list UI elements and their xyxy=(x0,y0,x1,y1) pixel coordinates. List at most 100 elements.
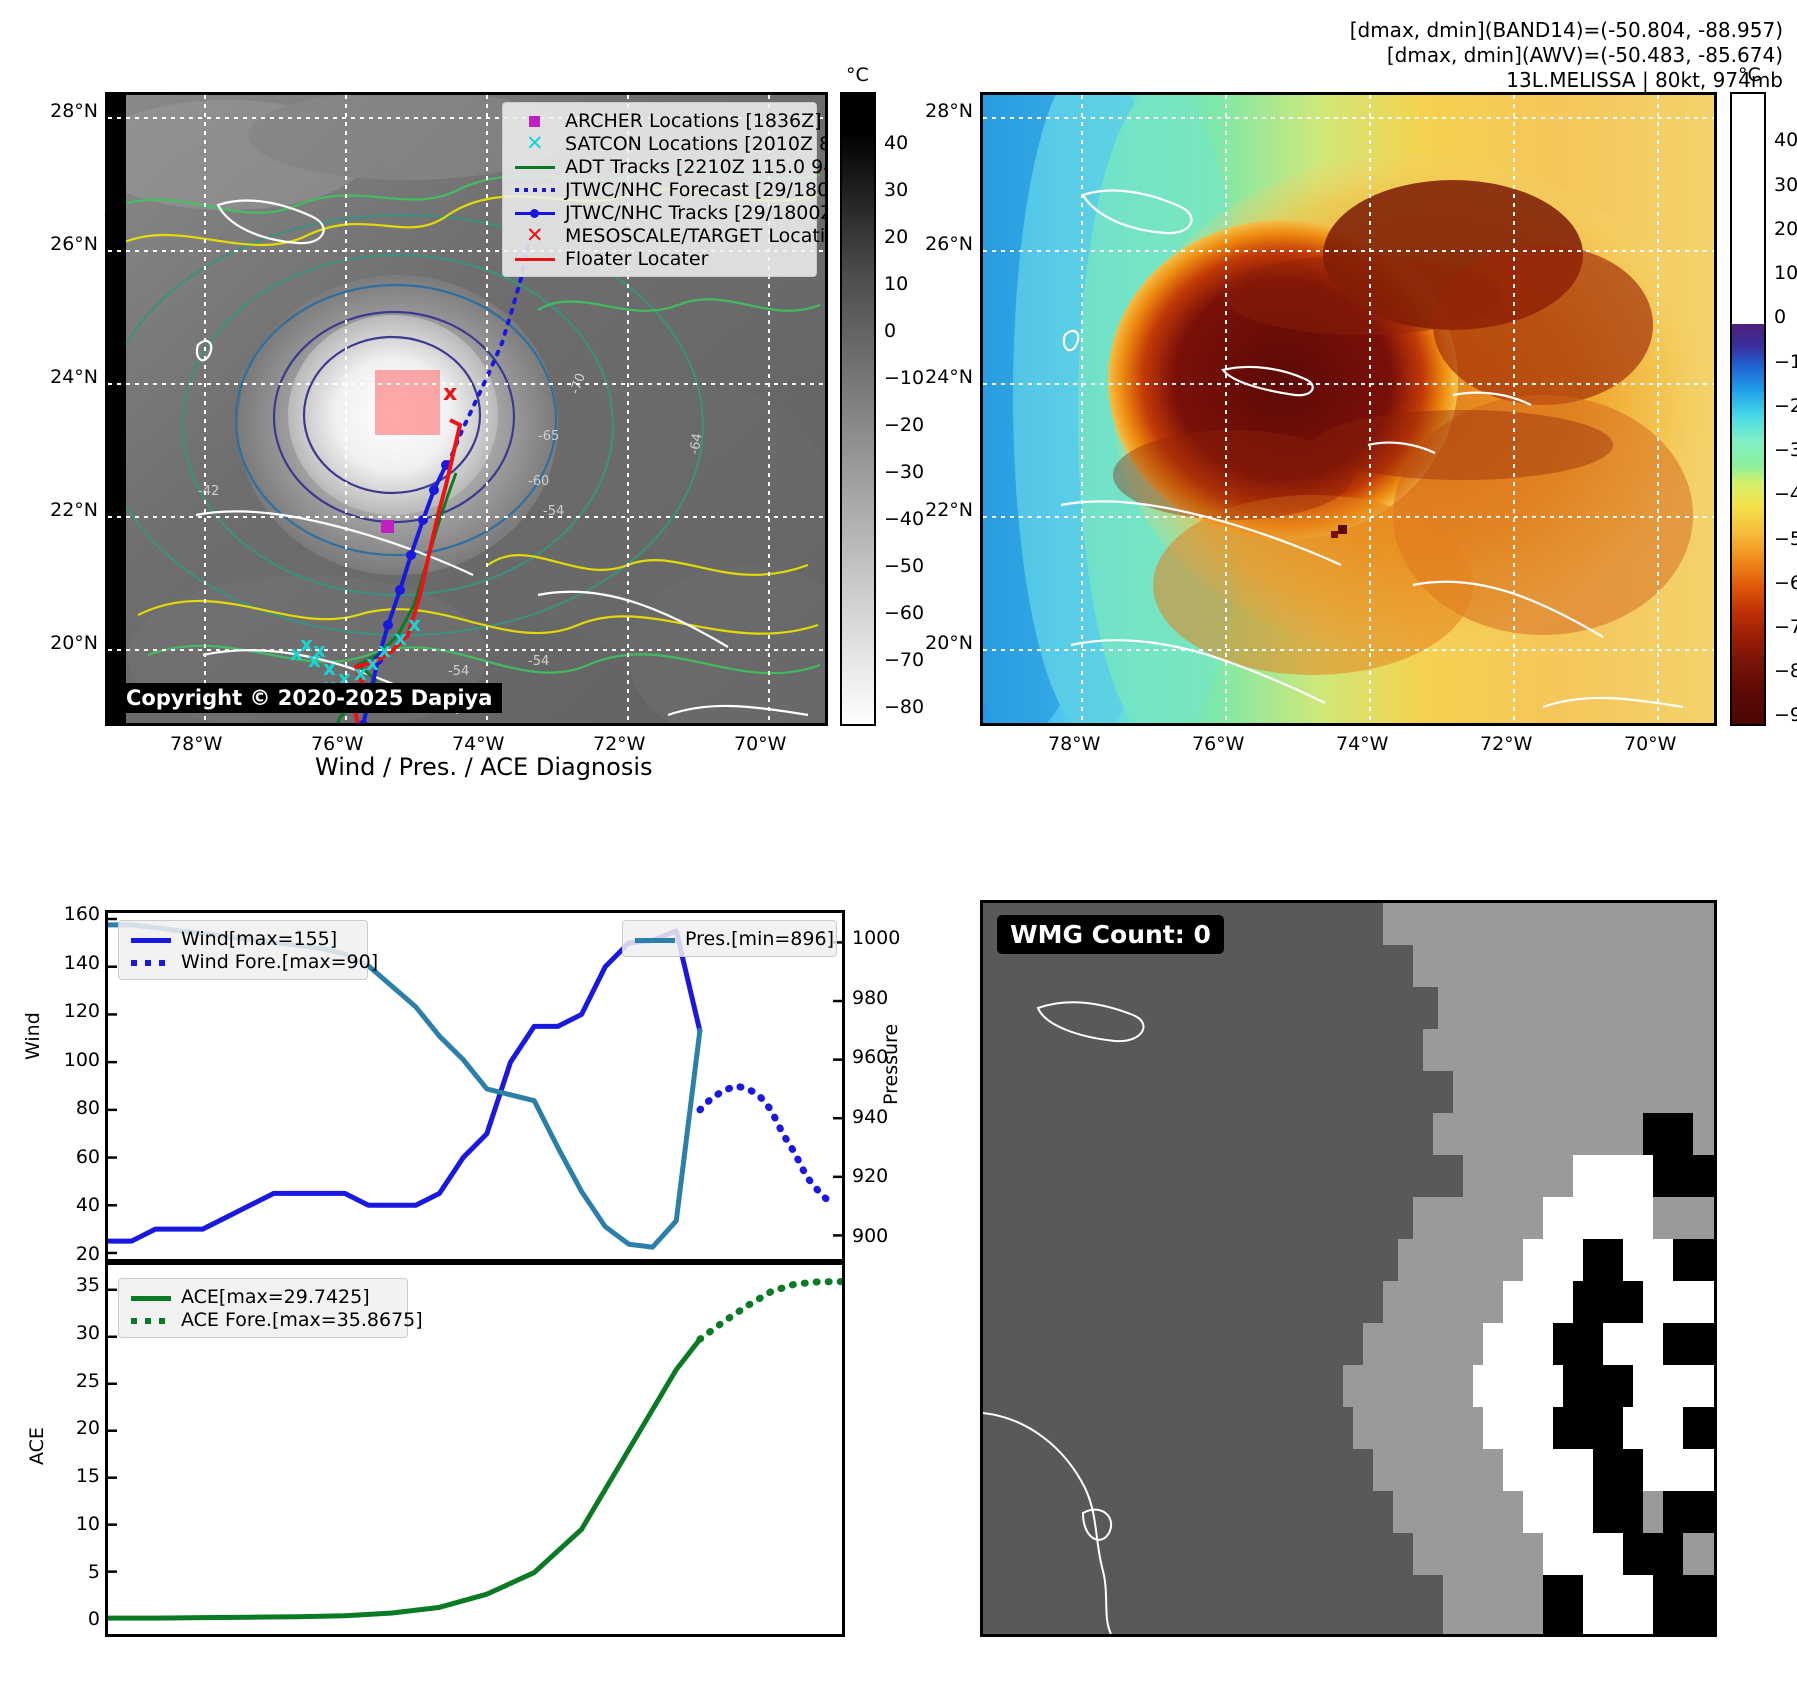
ir-ytick-20n: 20°N xyxy=(50,632,98,654)
legend-label: Wind[max=155] xyxy=(181,927,338,950)
colorbar-tick: −10 xyxy=(884,367,925,390)
gridline-20n xyxy=(108,649,825,651)
axis-tick-label: 160 xyxy=(63,903,100,925)
gridline-78w xyxy=(204,95,206,723)
ir-xtick-72w: 72°W xyxy=(593,733,646,755)
dmax-dmin-awv: [dmax, dmin](AWV)=(-50.483, -85.674) xyxy=(1386,43,1783,67)
legend-item-adt-tracks[interactable]: ADT Tracks [2210Z 115.0 941.5] xyxy=(513,155,825,178)
gridline-24n xyxy=(983,383,1714,385)
gridline-72w xyxy=(1513,95,1515,723)
line-dot-marker-icon xyxy=(513,203,557,223)
gridline-24n xyxy=(108,383,825,385)
svg-text:-60: -60 xyxy=(528,474,549,489)
axis-tick-label: 0 xyxy=(87,1608,100,1631)
ir-panel-legend: ARCHER Locations [1836Z] ✕ SATCON Locati… xyxy=(502,102,825,277)
svg-text:-42: -42 xyxy=(198,484,219,499)
colorbar-tick: −30 xyxy=(1774,439,1797,462)
colorbar-tick: 10 xyxy=(1774,262,1797,285)
colorbar-tick: 30 xyxy=(1774,173,1797,196)
legend-item-floater-locater[interactable]: Floater Locater xyxy=(513,247,806,270)
line-marker-icon xyxy=(129,1287,173,1307)
axis-tick-label: 5 xyxy=(87,1560,100,1583)
gridline-26n xyxy=(108,250,825,252)
legend-item-ace[interactable]: ACE[max=29.7425] xyxy=(129,1285,397,1308)
ir-colorbar xyxy=(840,92,876,726)
colorbar-tick: −40 xyxy=(884,508,925,531)
svg-text:x: x xyxy=(443,381,457,406)
colorbar-tick: −50 xyxy=(884,555,925,578)
colorbar-tick: 30 xyxy=(884,179,909,201)
x-marker-icon: ✕ xyxy=(526,222,544,247)
colorbar-tick: −70 xyxy=(1774,616,1797,639)
colorbar-tick: 40 xyxy=(884,131,909,154)
wind-chart-legend-right: Pres.[min=896] xyxy=(622,920,837,957)
legend-item-mesoscale-target[interactable]: ✕ MESOSCALE/TARGET Location xyxy=(513,222,825,247)
archer-location-marker xyxy=(381,520,394,533)
legend-item-satcon[interactable]: ✕ SATCON Locations [2010Z 87 954] xyxy=(513,130,825,155)
legend-item-ace-forecast[interactable]: ACE Fore.[max=35.8675] xyxy=(129,1308,423,1331)
wmg-count-badge: WMG Count: 0 xyxy=(997,915,1224,954)
axis-tick-label: 80 xyxy=(75,1097,100,1120)
square-marker-icon xyxy=(513,111,557,131)
colorbar-tick: −40 xyxy=(1774,483,1797,506)
gridline-76w xyxy=(1225,95,1227,723)
colorbar-tick: 0 xyxy=(884,320,897,343)
ir-ytick-22n: 22°N xyxy=(50,499,98,521)
legend-label: ACE Fore.[max=35.8675] xyxy=(181,1308,423,1331)
awv-ytick-28n: 28°N xyxy=(925,100,973,122)
line-marker-icon xyxy=(513,249,557,269)
svg-text:x: x xyxy=(408,612,421,636)
legend-label: JTWC/NHC Tracks [29/1800Z] xyxy=(565,201,828,224)
x-marker-icon: ✕ xyxy=(526,130,544,155)
wmg-panel[interactable]: WMG Count: 0 xyxy=(980,900,1717,1637)
awv-xtick-76w: 76°W xyxy=(1192,733,1245,755)
legend-item-jtwc-tracks[interactable]: JTWC/NHC Tracks [29/1800Z] xyxy=(513,201,825,224)
svg-text:x: x xyxy=(366,651,379,675)
legend-item-wind-forecast[interactable]: Wind Fore.[max=90] xyxy=(129,950,378,973)
ace-plot xyxy=(108,1278,842,1621)
colorbar-tick: 20 xyxy=(1774,217,1797,240)
awv-imagery xyxy=(983,95,1714,723)
gridline-26n xyxy=(983,250,1714,252)
awv-color-panel[interactable] xyxy=(980,92,1717,726)
ir-ytick-26n: 26°N xyxy=(50,233,98,255)
axis-tick-label: 15 xyxy=(75,1465,100,1488)
dmax-dmin-band14: [dmax, dmin](BAND14)=(-50.804, -88.957) xyxy=(1349,18,1783,42)
colorbar-tick: 0 xyxy=(1774,306,1787,329)
colorbar-tick: −10 xyxy=(1774,350,1797,373)
legend-item-archer[interactable]: ARCHER Locations [1836Z] xyxy=(513,109,822,132)
legend-item-wind[interactable]: Wind[max=155] xyxy=(129,927,357,950)
series-Wind Fore.[max=90] xyxy=(696,1082,834,1207)
awv-colorbar xyxy=(1730,92,1766,726)
ir-colorbar-ticks: 40 30 20 10 0 −10 −20 −30 −40 −50 −60 −70 −80 xyxy=(884,92,954,726)
axis-tick-label: 60 xyxy=(75,1145,100,1168)
colorbar-tick: −60 xyxy=(884,602,925,625)
legend-item-pressure[interactable]: Pres.[min=896] xyxy=(633,927,834,950)
line-marker-icon xyxy=(513,157,557,177)
awv-ytick-20n: 20°N xyxy=(925,632,973,654)
line-marker-icon xyxy=(633,929,677,949)
svg-text:-54: -54 xyxy=(528,654,549,669)
gridline-70w xyxy=(768,95,770,723)
line-marker-icon xyxy=(129,929,173,949)
svg-text:-64: -64 xyxy=(687,432,705,456)
legend-label: SATCON Locations [2010Z 87 954] xyxy=(565,132,825,155)
legend-label: Floater Locater xyxy=(565,247,709,270)
colorbar-tick: −20 xyxy=(884,414,925,437)
awv-ytick-24n: 24°N xyxy=(925,366,973,388)
axis-tick-label: 960 xyxy=(852,1046,889,1069)
awv-xtick-74w: 74°W xyxy=(1336,733,1389,755)
svg-text:-54: -54 xyxy=(543,504,564,519)
legend-item-jtwc-forecast[interactable]: JTWC/NHC Forecast [29/1800Z] xyxy=(513,178,825,201)
storm-info-block: [dmax, dmin](BAND14)=(-50.804, -88.957) … xyxy=(1350,18,1783,93)
colorbar-tick: −70 xyxy=(884,649,925,672)
legend-label: ADT Tracks [2210Z 115.0 941.5] xyxy=(565,155,825,178)
legend-label: ARCHER Locations [1836Z] xyxy=(565,109,822,132)
ir-ytick-28n: 28°N xyxy=(50,100,98,122)
ir-colorbar-unit: °C xyxy=(846,64,869,86)
awv-xtick-70w: 70°W xyxy=(1624,733,1677,755)
colorbar-tick: −20 xyxy=(1774,394,1797,417)
storm-identity: 13L.MELISSA | 80kt, 974mb xyxy=(1506,68,1783,92)
axis-tick-label: 10 xyxy=(75,1512,100,1535)
